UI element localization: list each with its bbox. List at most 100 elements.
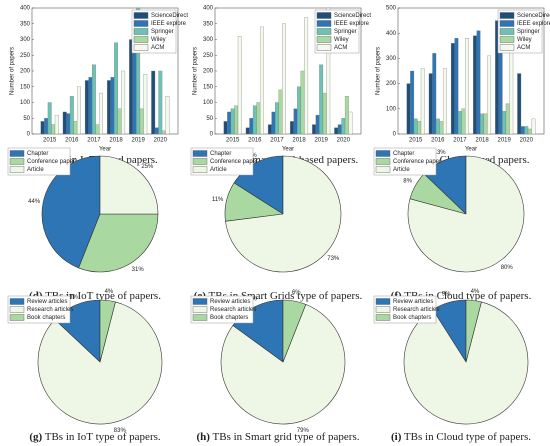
- bar: [275, 102, 279, 135]
- bar: [319, 64, 324, 135]
- caption: (h) TBs in Smart grid type of papers.: [197, 431, 360, 443]
- x-tick-label: 2016: [65, 138, 79, 144]
- bar: [487, 55, 492, 135]
- bar: [139, 108, 144, 135]
- x-tick-label: 2017: [270, 138, 284, 144]
- caption: (i) TBs in Cloud type of papers.: [391, 431, 531, 443]
- bar: [454, 38, 459, 135]
- y-tick-label: 300: [203, 37, 214, 43]
- bar: [337, 124, 342, 135]
- x-axis-label: Year: [465, 147, 477, 153]
- legend-label: ACM: [151, 45, 164, 51]
- bar: [282, 23, 286, 135]
- value-label: 9%: [442, 291, 451, 297]
- x-tick-label: 2017: [87, 138, 101, 144]
- bar: [107, 80, 111, 135]
- legend-swatch: [9, 166, 25, 173]
- legend-label: Wiley: [151, 37, 166, 43]
- bar: [531, 118, 536, 135]
- x-tick-label: 2015: [226, 138, 240, 144]
- bar: [151, 70, 156, 135]
- bar: [278, 89, 283, 135]
- legend-label: Springer: [151, 29, 174, 35]
- y-tick-label: 350: [203, 21, 214, 27]
- bar: [245, 127, 250, 135]
- legend-label: Springer: [517, 29, 540, 35]
- y-tick-label: 400: [203, 6, 214, 12]
- value-label: 8%: [403, 179, 412, 185]
- bar: [315, 114, 320, 135]
- bar: [66, 113, 71, 135]
- bar: [341, 118, 346, 135]
- bar: [256, 102, 261, 135]
- x-tick-label: 2019: [498, 138, 512, 144]
- caption-panel: (f): [391, 290, 402, 302]
- bar: [62, 111, 67, 135]
- y-tick-label: 0: [393, 132, 397, 138]
- bar: [524, 126, 529, 135]
- legend-swatch: [192, 166, 208, 173]
- value-label: 13%: [434, 150, 447, 156]
- x-tick-label: 2020: [520, 138, 534, 144]
- value-label: 25%: [141, 164, 154, 170]
- bar: [259, 26, 264, 135]
- legend-swatch: [133, 28, 149, 35]
- legend-swatch: [192, 298, 208, 305]
- y-tick-label: 100: [386, 106, 397, 112]
- bar: [132, 48, 137, 135]
- y-tick-label: 250: [203, 53, 214, 59]
- pie-slice: [282, 299, 307, 363]
- legend-swatch: [499, 36, 515, 43]
- legend-swatch: [133, 44, 149, 51]
- y-tick-label: 500: [386, 6, 397, 12]
- bar: [312, 124, 317, 135]
- y-tick-label: 0: [210, 132, 214, 138]
- legend-label: Article: [210, 167, 227, 173]
- value-label: 4%: [471, 289, 480, 295]
- bar: [114, 42, 118, 135]
- legend-label: Research articles: [27, 307, 73, 313]
- y-tick-label: 150: [20, 84, 31, 90]
- y-tick-label: 200: [20, 69, 31, 75]
- bar: [304, 17, 309, 135]
- legend-swatch: [316, 44, 332, 51]
- bar: [420, 68, 425, 135]
- value-label: 83%: [114, 428, 127, 434]
- y-axis-label: Number of papers: [193, 47, 199, 95]
- y-tick-label: 200: [386, 81, 397, 87]
- caption-panel: (h): [197, 431, 211, 443]
- bar: [442, 68, 447, 135]
- x-tick-label: 2018: [475, 138, 489, 144]
- bar: [158, 70, 163, 135]
- value-label: 73%: [327, 256, 340, 262]
- bar: [44, 118, 49, 135]
- x-tick-label: 2017: [453, 138, 467, 144]
- bar: [227, 111, 232, 135]
- legend-label: Book chapters: [393, 315, 431, 321]
- x-tick-label: 2015: [409, 138, 423, 144]
- bar: [417, 121, 422, 135]
- bar: [95, 124, 100, 135]
- legend-label: Article: [393, 167, 410, 173]
- legend-swatch: [192, 306, 208, 313]
- plot-area: [397, 7, 545, 135]
- bar: [84, 80, 89, 135]
- legend-swatch: [316, 28, 332, 35]
- legend-label: Review articles: [393, 299, 433, 305]
- bar: [290, 121, 294, 135]
- bar: [110, 77, 115, 135]
- bar: [47, 102, 52, 135]
- y-tick-label: 200: [203, 69, 214, 75]
- bar: [223, 121, 228, 135]
- bar: [300, 70, 305, 135]
- legend-label: Conference paper: [393, 159, 441, 165]
- x-tick-label: 2016: [248, 138, 262, 144]
- bar: [461, 108, 466, 135]
- bar: [267, 124, 272, 135]
- legend-label: Conference paper: [210, 159, 258, 165]
- y-axis-label: Number of papers: [376, 47, 382, 95]
- legend-swatch: [133, 20, 149, 27]
- caption-panel: (g): [29, 431, 42, 443]
- pie-slice: [220, 303, 346, 425]
- legend-label: Research articles: [210, 307, 256, 313]
